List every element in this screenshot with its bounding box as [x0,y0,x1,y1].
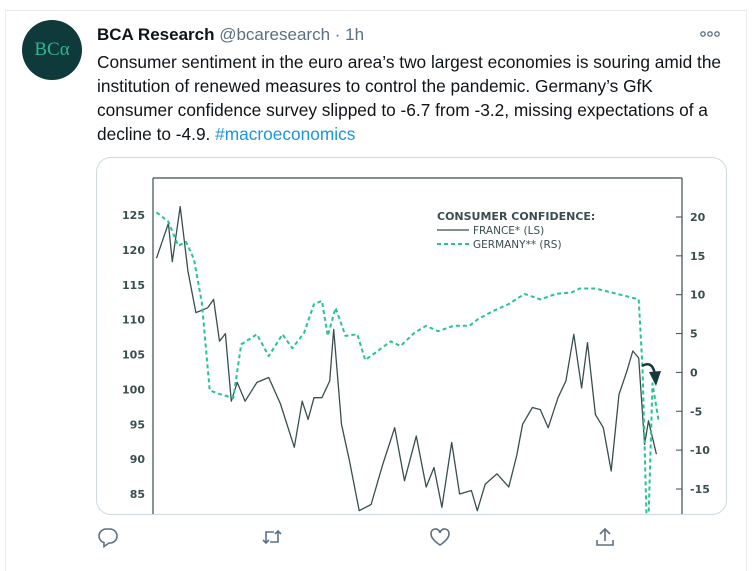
germany-series-line [155,211,660,514]
tweet-text: Consumer sentiment in the euro area’s tw… [97,50,727,146]
left-tick-label: 85 [130,488,145,501]
left-tick-label: 105 [122,349,145,362]
share-icon[interactable] [594,526,618,548]
tweet-header: BCA Research @bcaresearch · 1h [97,25,364,45]
legend-france-label: FRANCE* (LS) [473,225,544,237]
right-tick-label: 20 [690,211,706,224]
avatar-logo: BCα [34,39,70,60]
left-tick-label: 90 [130,453,146,466]
right-tick-label: 15 [690,250,705,263]
timestamp[interactable]: 1h [345,25,365,44]
chart: 12512011511010510095908520151050-5-10-15… [122,177,710,514]
right-tick-label: -15 [690,483,710,496]
hashtag-link[interactable]: #macroeconomics [215,124,356,144]
left-tick-label: 115 [122,279,145,292]
right-tick-label: -10 [690,444,710,457]
right-tick-label: 0 [690,366,698,379]
more-dots-icon[interactable] [700,26,720,41]
reply-icon[interactable] [97,526,121,549]
left-tick-label: 100 [122,383,145,396]
right-tick-label: 10 [690,289,706,302]
heart-icon[interactable] [429,526,453,548]
france-series-line [155,205,658,512]
tweet-body: Consumer sentiment in the euro area’s tw… [97,52,722,144]
separator: · [334,25,341,44]
right-tick-label: -5 [690,405,702,418]
left-tick-label: 110 [122,314,145,327]
legend-germany-label: GERMANY** (RS) [473,239,562,251]
author-handle[interactable]: @bcaresearch [219,25,331,44]
tweet[interactable] [5,10,747,571]
arrow-head-icon [649,371,661,386]
chart-image-card[interactable]: 125 120 115 110 105 100 95 90 85 20 15 10 5 0 -5 -10 -15… [96,157,727,515]
left-tick-label: 95 [130,418,145,431]
avatar[interactable]: BCα [22,20,82,80]
retweet-icon[interactable] [261,526,285,548]
left-tick-label: 120 [122,244,145,257]
left-tick-label: 125 [122,209,145,222]
author-name[interactable]: BCA Research [97,25,215,44]
right-tick-label: 5 [690,328,698,341]
legend-title: CONSUMER CONFIDENCE: [437,210,595,223]
